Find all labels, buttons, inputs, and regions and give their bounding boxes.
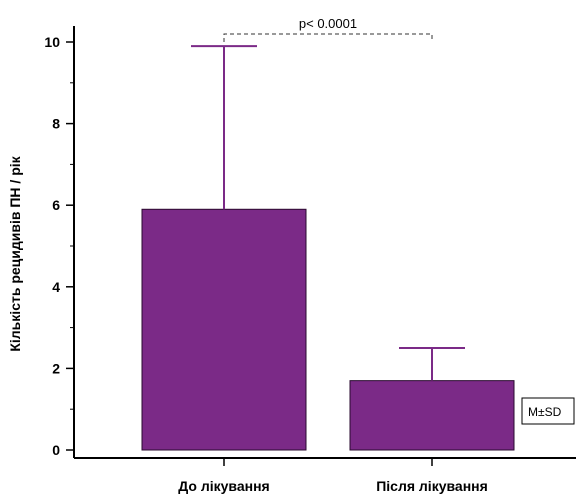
y-axis-title: Кількість рецидивів ПН / рік <box>7 155 23 351</box>
error-bars <box>191 45 465 381</box>
y-tick-label: 2 <box>52 360 60 376</box>
legend-box <box>521 397 575 425</box>
significance-bracket: p< 0.0001 <box>223 16 433 42</box>
bars <box>141 208 515 451</box>
y-tick-label: 6 <box>52 197 60 213</box>
legend: M±SD <box>521 397 575 425</box>
significance-line <box>223 33 433 42</box>
y-tick-label: 10 <box>44 34 60 50</box>
y-tick-label: 8 <box>52 116 60 132</box>
legend-label: M±SD <box>528 405 562 419</box>
x-tick-label: Після лікування <box>376 478 488 494</box>
y-tick-label: 0 <box>52 442 60 458</box>
y-tick-label: 4 <box>52 279 60 295</box>
x-tick-label: До лікування <box>178 478 269 494</box>
bar <box>141 208 307 451</box>
p-value-label: p< 0.0001 <box>299 16 357 31</box>
y-axis: 0 2 4 6 8 10 <box>44 26 75 458</box>
bar <box>349 380 515 451</box>
x-axis: До лікування Після лікування <box>74 457 576 494</box>
